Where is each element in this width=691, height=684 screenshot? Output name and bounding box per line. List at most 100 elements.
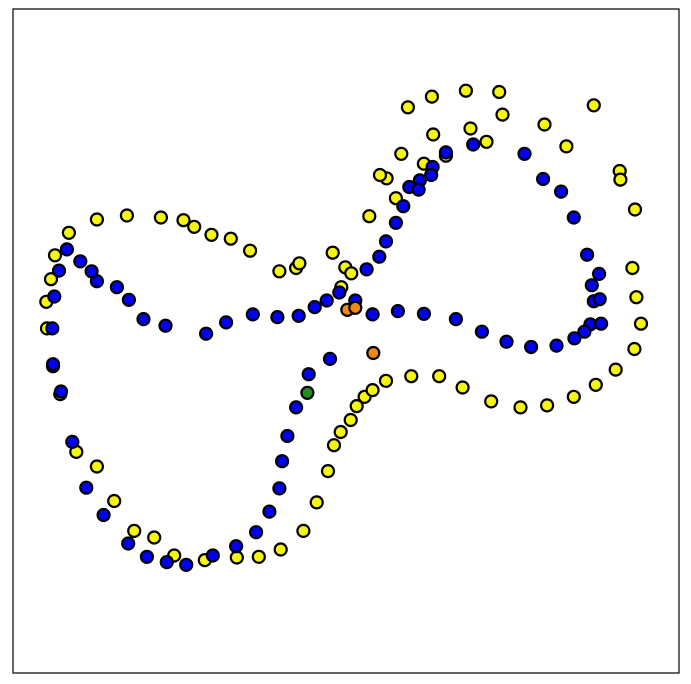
data-point (495, 107, 510, 122)
data-point (119, 208, 135, 223)
series-1 (45, 137, 609, 572)
data-point (586, 98, 601, 113)
data-point (136, 312, 151, 327)
data-point (479, 134, 494, 149)
data-point (205, 548, 220, 563)
data-point (153, 210, 168, 225)
data-point (348, 300, 363, 315)
data-point (53, 384, 69, 399)
data-point (319, 293, 334, 308)
data-point (309, 495, 324, 510)
data-point (523, 339, 539, 355)
data-point (59, 242, 75, 257)
data-point (584, 278, 599, 293)
data-point (179, 557, 194, 572)
data-point (296, 523, 311, 539)
data-point (625, 260, 640, 276)
data-point (204, 227, 219, 242)
data-point (249, 525, 264, 540)
data-point (633, 316, 649, 331)
data-point (343, 412, 358, 428)
data-point (359, 262, 374, 277)
data-point (275, 454, 290, 469)
data-point (280, 428, 295, 444)
data-point (61, 225, 77, 240)
data-point (396, 199, 411, 214)
data-point (627, 202, 643, 217)
data-point (474, 324, 489, 339)
data-point (307, 300, 322, 315)
data-point (325, 245, 340, 260)
data-point (332, 285, 347, 300)
data-point (567, 331, 582, 346)
data-point (89, 212, 105, 227)
data-point (378, 234, 394, 249)
data-point (388, 215, 403, 230)
data-point (424, 89, 439, 104)
data-point (272, 264, 287, 279)
data-point (79, 480, 94, 495)
data-point (400, 100, 415, 115)
data-point (426, 127, 441, 142)
data-point (121, 292, 136, 307)
data-point (593, 316, 609, 331)
data-point (121, 536, 136, 551)
data-point (378, 373, 394, 388)
data-point (47, 289, 62, 304)
data-point (608, 362, 623, 377)
data-point (455, 380, 470, 395)
data-point (365, 383, 380, 398)
data-point (404, 369, 419, 384)
data-point (272, 481, 287, 496)
data-point (416, 306, 431, 321)
data-point (411, 182, 426, 197)
data-point (300, 385, 315, 400)
data-point (229, 539, 244, 554)
data-point (484, 394, 499, 409)
data-point (65, 434, 80, 449)
data-point (627, 341, 642, 357)
data-point (458, 83, 473, 98)
data-point (251, 549, 266, 564)
data-point (372, 167, 388, 183)
data-point (438, 145, 453, 160)
data-point (448, 312, 463, 327)
data-point (588, 377, 603, 392)
data-point (463, 121, 478, 136)
data-point (559, 139, 574, 154)
data-point (199, 326, 214, 341)
data-point (579, 247, 595, 262)
data-point (96, 507, 111, 523)
data-point (320, 464, 336, 479)
data-point (45, 357, 61, 372)
data-point (262, 504, 277, 519)
data-point (326, 438, 342, 453)
data-point (45, 321, 60, 336)
data-point (349, 399, 364, 414)
data-point (176, 213, 191, 228)
data-point (301, 367, 316, 382)
data-point (89, 459, 105, 474)
data-point (291, 308, 306, 323)
data-point (84, 264, 99, 279)
data-point (243, 243, 258, 258)
data-point (549, 338, 564, 353)
data-point (273, 542, 288, 557)
data-point (127, 523, 142, 539)
data-point (499, 334, 514, 349)
data-point (513, 400, 528, 415)
data-point (535, 171, 551, 187)
data-point (365, 307, 380, 322)
data-point (187, 219, 202, 234)
data-point (366, 345, 381, 361)
data-point (577, 324, 592, 339)
data-point (566, 210, 581, 225)
data-point (537, 117, 552, 132)
data-point (109, 280, 125, 295)
data-point (219, 315, 234, 330)
data-point (344, 266, 359, 281)
data-point (51, 263, 67, 278)
data-point (432, 369, 447, 384)
